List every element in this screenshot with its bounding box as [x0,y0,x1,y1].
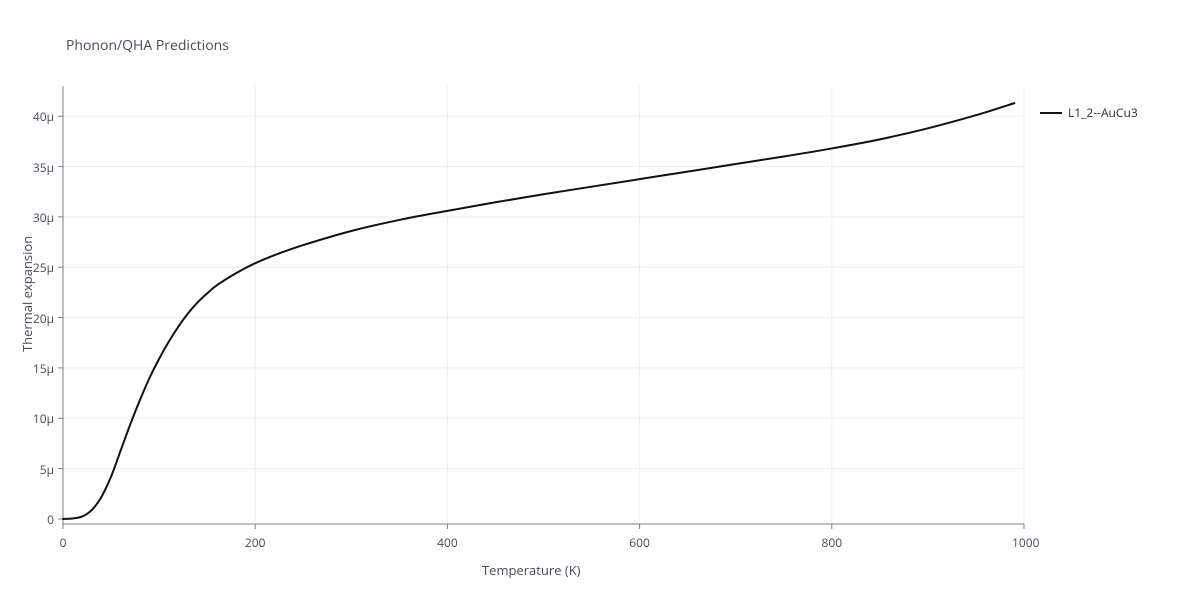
legend-label: L1_2--AuCu3 [1068,104,1138,121]
x-tick-label: 200 [243,534,267,551]
y-tick-label: 15μ [33,360,54,377]
x-tick-label: 0 [51,534,75,551]
legend-line-sample [1040,112,1062,114]
legend-item[interactable]: L1_2--AuCu3 [1040,104,1138,121]
chart-plot-area [0,0,1200,600]
y-tick-label: 40μ [33,108,54,125]
y-tick-label: 10μ [33,410,54,427]
chart-container: Phonon/QHA Predictions Thermal expansion… [0,0,1200,600]
x-tick-label: 400 [435,534,459,551]
y-tick-label: 35μ [33,159,54,176]
y-tick-label: 0 [47,511,54,528]
x-tick-label: 1000 [1012,534,1036,551]
x-tick-label: 600 [628,534,652,551]
y-tick-label: 25μ [33,259,54,276]
legend: L1_2--AuCu3 [1040,104,1138,121]
y-tick-label: 5μ [40,461,54,478]
series-line [63,103,1014,519]
x-tick-label: 800 [820,534,844,551]
y-tick-label: 30μ [33,209,54,226]
y-tick-label: 20μ [33,310,54,327]
